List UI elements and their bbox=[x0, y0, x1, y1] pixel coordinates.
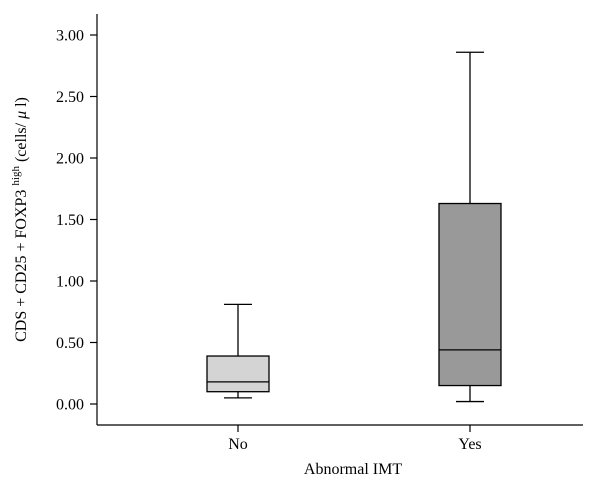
y-tick-label: 0.50 bbox=[56, 335, 84, 352]
x-axis-ticks: No Yes bbox=[228, 425, 482, 453]
y-axis-title-unit-pre: (cells/ bbox=[13, 122, 30, 162]
y-tick-label: 2.00 bbox=[56, 151, 84, 168]
box-group-yes bbox=[438, 51, 502, 403]
y-tick-label: 1.00 bbox=[56, 274, 84, 291]
y-tick-label: 0.00 bbox=[56, 397, 84, 414]
x-tick-label: No bbox=[228, 436, 248, 453]
y-axis-title-base: CDS + CD25 + FOXP3 bbox=[13, 190, 30, 342]
y-axis-title-superscript: high bbox=[10, 166, 22, 186]
box-group-no bbox=[206, 303, 270, 399]
y-tick-label: 2.50 bbox=[56, 89, 84, 106]
x-axis-title: Abnormal IMT bbox=[304, 461, 402, 478]
y-tick-label: 1.50 bbox=[56, 212, 84, 229]
box-iqr bbox=[206, 355, 270, 393]
y-axis-title-unit-post: l) bbox=[13, 97, 30, 107]
x-tick-label: Yes bbox=[458, 436, 481, 453]
y-axis-title: CDS + CD25 + FOXP3 high (cells/ μ l) bbox=[6, 97, 30, 342]
y-axis-title-unit-mu: μ bbox=[13, 111, 30, 120]
box-series bbox=[206, 51, 502, 403]
y-tick-label: 3.00 bbox=[56, 28, 84, 45]
box-iqr bbox=[438, 202, 502, 387]
y-axis-ticks: 0.00 0.50 1.00 1.50 2.00 2.50 3.00 bbox=[56, 28, 97, 414]
